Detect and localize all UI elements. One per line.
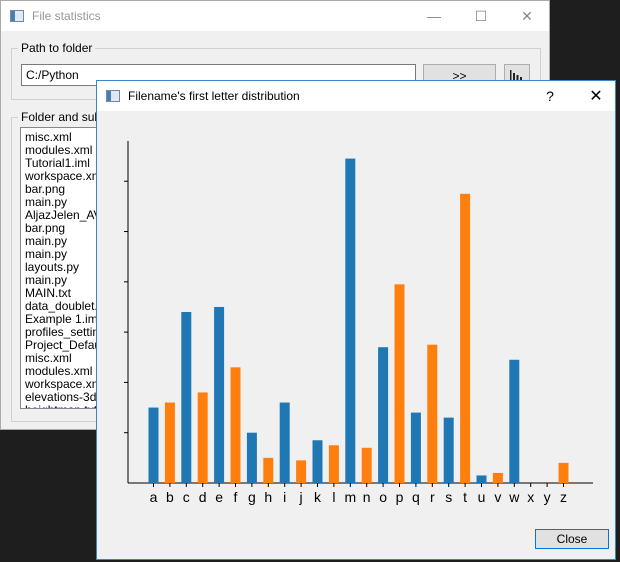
help-button[interactable]: ? (546, 88, 554, 104)
app-icon (10, 10, 24, 22)
tick-label-i: i (283, 489, 286, 505)
file-list-item[interactable]: main.py (25, 234, 68, 248)
bar-v (492, 472, 503, 483)
bar-s (443, 417, 454, 483)
maximize-button[interactable]: ☐ (474, 7, 488, 24)
main-titlebar[interactable]: File statistics — ☐ ✕ (1, 1, 549, 31)
file-list-item[interactable]: workspace.xml (25, 377, 105, 391)
bar-f (230, 367, 241, 483)
bar-d (197, 392, 208, 483)
path-group-label: Path to folder (18, 41, 96, 55)
dialog-title: Filename's first letter distribution (128, 89, 300, 103)
bar-e (214, 306, 225, 483)
file-list-item[interactable]: main.py (25, 273, 68, 287)
tick-label-k: k (314, 489, 322, 505)
minimize-button[interactable]: — (427, 8, 441, 24)
bar-b (164, 402, 175, 483)
tick-label-j: j (299, 489, 303, 505)
tick-label-f: f (234, 489, 238, 505)
bar-r (427, 344, 438, 483)
bar-m (345, 158, 356, 483)
tick-label-t: t (463, 489, 467, 505)
tick-label-v: v (494, 489, 501, 505)
tick-label-p: p (396, 489, 404, 505)
tick-label-x: x (527, 489, 534, 505)
file-list-item[interactable]: main.py (25, 195, 68, 209)
file-list-item[interactable]: heightmap.txt (25, 404, 114, 409)
tick-label-h: h (264, 489, 272, 505)
file-list-item[interactable]: layouts.py (25, 260, 80, 274)
close-window-button[interactable]: ✕ (521, 7, 533, 24)
file-list-item[interactable]: main.py (25, 247, 68, 261)
tick-label-l: l (332, 489, 335, 505)
distribution-dialog: Filename's first letter distribution ? ✕… (96, 80, 616, 560)
tick-label-e: e (215, 489, 223, 505)
bar-w (509, 359, 520, 483)
tick-label-m: m (344, 489, 356, 505)
close-button[interactable]: Close (535, 529, 609, 549)
tick-label-q: q (412, 489, 420, 505)
bar-c (181, 312, 192, 483)
file-list-item[interactable]: elevations-3d-s (25, 390, 107, 404)
tick-label-z: z (560, 489, 567, 505)
dialog-close-icon[interactable]: ✕ (589, 88, 603, 105)
file-list-item[interactable]: misc.xml (25, 351, 72, 365)
tick-label-d: d (199, 489, 207, 505)
tick-label-u: u (478, 489, 486, 505)
files-group-label: Folder and sub-f (18, 110, 112, 124)
tick-label-w: w (508, 489, 520, 505)
file-list-item[interactable]: modules.xml (25, 143, 93, 157)
tick-label-r: r (430, 489, 435, 505)
main-window-title: File statistics (32, 9, 101, 23)
bar-p (394, 284, 405, 483)
file-list-item[interactable]: Example 1.iml (25, 312, 101, 326)
bar-h (263, 457, 274, 483)
file-list-item[interactable]: misc.xml (25, 130, 72, 144)
bar-l (328, 445, 339, 483)
tick-label-y: y (544, 489, 551, 505)
bar-o (378, 347, 389, 483)
tick-label-c: c (183, 489, 190, 505)
bar-a (148, 407, 159, 483)
bar-z (558, 462, 569, 483)
file-list-item[interactable]: data_doublet.t (25, 299, 102, 313)
tick-label-o: o (379, 489, 387, 505)
tick-label-b: b (166, 489, 174, 505)
bar-i (279, 402, 290, 483)
file-list-item[interactable]: modules.xml (25, 364, 93, 378)
tick-label-a: a (150, 489, 158, 505)
tick-label-s: s (445, 489, 452, 505)
file-list-item[interactable]: Tutorial1.iml (25, 156, 90, 170)
dialog-titlebar[interactable]: Filename's first letter distribution ? ✕ (97, 81, 615, 111)
bar-t (460, 193, 471, 483)
file-list-item[interactable]: bar.png (25, 182, 66, 196)
bar-g (246, 432, 257, 483)
bar-q (410, 412, 421, 483)
file-list-item[interactable]: MAIN.txt (25, 286, 72, 300)
file-list-item[interactable]: Project_Defaul (25, 338, 104, 352)
file-list-item[interactable]: workspace.xml (25, 169, 105, 183)
bar-u (476, 475, 487, 483)
file-list-item[interactable]: AljazJelen_AVL (25, 208, 109, 222)
bar-n (361, 447, 372, 483)
file-list-item[interactable]: profiles_setting (25, 325, 106, 339)
bar-k (312, 440, 323, 483)
tick-label-g: g (248, 489, 256, 505)
tick-label-n: n (363, 489, 371, 505)
file-list-item[interactable]: bar.png (25, 221, 66, 235)
bar-j (296, 460, 307, 483)
dialog-app-icon (106, 90, 120, 102)
